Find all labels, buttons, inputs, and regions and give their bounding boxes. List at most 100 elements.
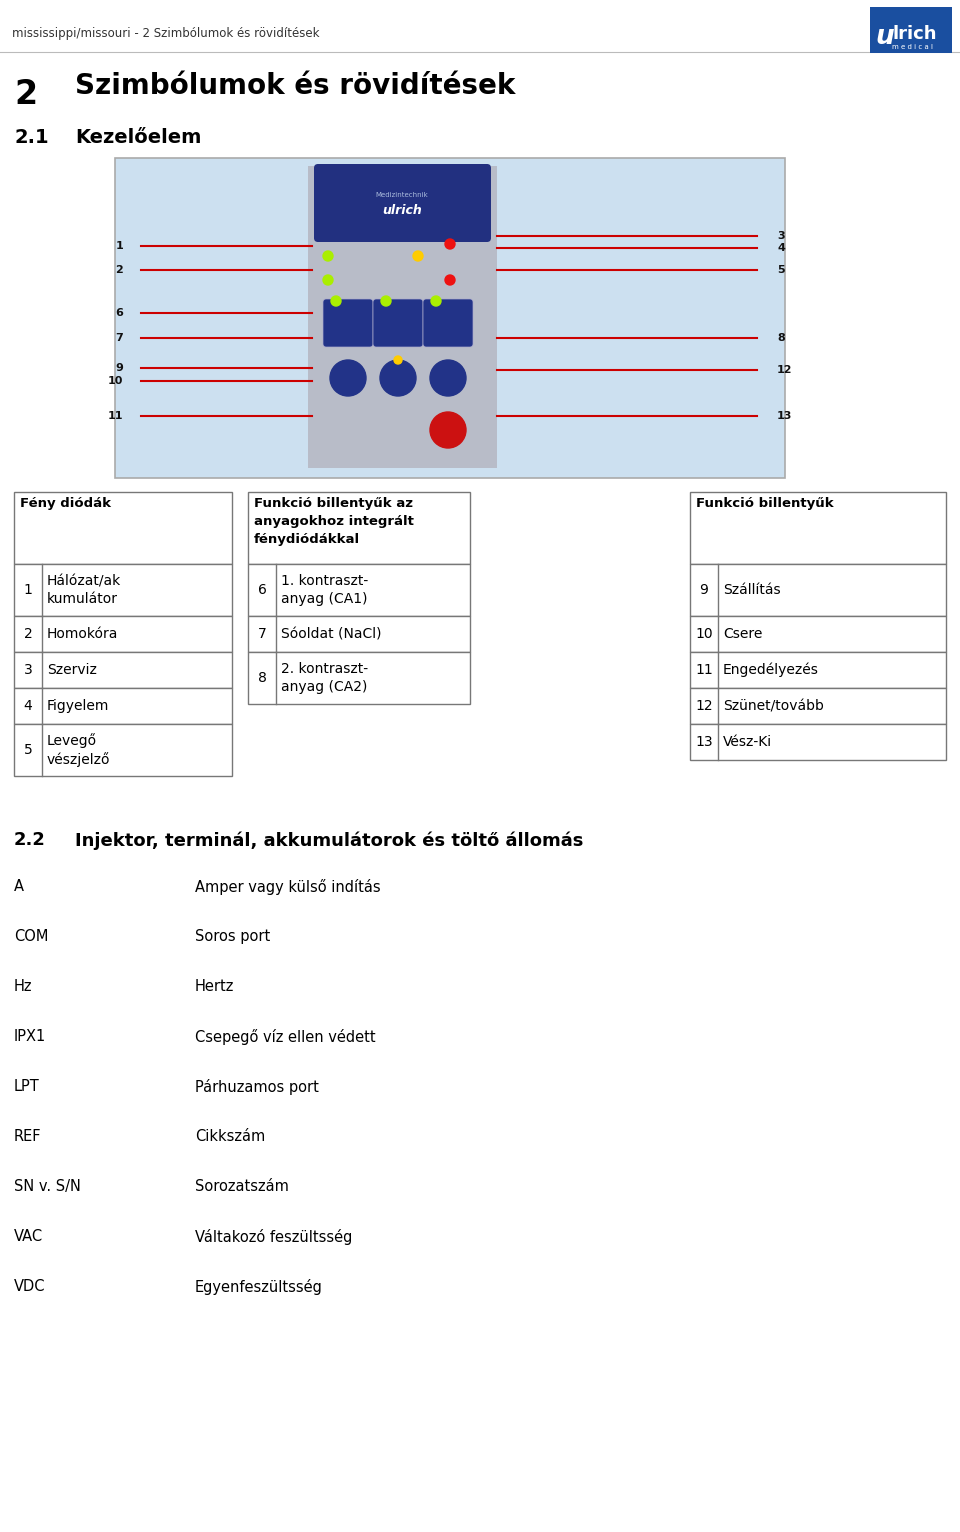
FancyBboxPatch shape bbox=[14, 725, 232, 777]
Circle shape bbox=[331, 296, 341, 306]
Text: 6: 6 bbox=[115, 308, 123, 319]
Text: Sóoldat (NaCl): Sóoldat (NaCl) bbox=[281, 627, 381, 640]
FancyBboxPatch shape bbox=[690, 564, 946, 616]
Text: Szerviz: Szerviz bbox=[47, 663, 97, 677]
Text: A: A bbox=[14, 879, 24, 895]
Text: 2: 2 bbox=[14, 78, 37, 110]
Text: 8: 8 bbox=[777, 332, 784, 343]
Text: 3: 3 bbox=[777, 231, 784, 241]
Text: Csere: Csere bbox=[723, 627, 762, 640]
Text: 11: 11 bbox=[108, 411, 123, 421]
Text: 7: 7 bbox=[257, 627, 266, 640]
FancyBboxPatch shape bbox=[690, 492, 946, 564]
FancyBboxPatch shape bbox=[423, 299, 473, 348]
Text: m e d i c a l: m e d i c a l bbox=[892, 44, 933, 51]
FancyBboxPatch shape bbox=[14, 492, 232, 564]
Text: Figyelem: Figyelem bbox=[47, 699, 109, 712]
Text: 2.2: 2.2 bbox=[14, 830, 46, 849]
FancyBboxPatch shape bbox=[690, 653, 946, 688]
Text: COM: COM bbox=[14, 928, 48, 944]
Text: SN v. S/N: SN v. S/N bbox=[14, 1180, 81, 1193]
Text: Cikkszám: Cikkszám bbox=[195, 1129, 265, 1144]
Text: Medizintechnik: Medizintechnik bbox=[375, 192, 428, 198]
Circle shape bbox=[323, 276, 333, 285]
Text: REF: REF bbox=[14, 1129, 41, 1144]
Text: 10: 10 bbox=[108, 375, 123, 386]
FancyBboxPatch shape bbox=[14, 653, 232, 688]
Text: Párhuzamos port: Párhuzamos port bbox=[195, 1079, 319, 1095]
Text: Funkció billentyűk: Funkció billentyűk bbox=[696, 496, 833, 510]
Circle shape bbox=[445, 239, 455, 250]
Text: Szünet/tovább: Szünet/tovább bbox=[723, 699, 824, 712]
Circle shape bbox=[413, 251, 423, 260]
FancyBboxPatch shape bbox=[14, 688, 232, 725]
Circle shape bbox=[430, 360, 466, 395]
Text: mississippi/missouri - 2 Szimbólumok és rövidítések: mississippi/missouri - 2 Szimbólumok és … bbox=[12, 26, 320, 40]
Text: 1. kontraszt-
anyag (CA1): 1. kontraszt- anyag (CA1) bbox=[281, 574, 369, 607]
Text: 8: 8 bbox=[257, 671, 267, 685]
Circle shape bbox=[431, 296, 441, 306]
Text: Engedélyezés: Engedélyezés bbox=[723, 663, 819, 677]
Text: 4: 4 bbox=[24, 699, 33, 712]
Text: 12: 12 bbox=[695, 699, 713, 712]
FancyBboxPatch shape bbox=[870, 8, 952, 54]
Circle shape bbox=[381, 296, 391, 306]
Text: 3: 3 bbox=[24, 663, 33, 677]
Text: Amper vagy külső indítás: Amper vagy külső indítás bbox=[195, 879, 380, 895]
Text: 6: 6 bbox=[257, 584, 267, 597]
FancyBboxPatch shape bbox=[373, 299, 423, 348]
Text: Sorozatszám: Sorozatszám bbox=[195, 1180, 289, 1193]
FancyBboxPatch shape bbox=[248, 492, 470, 564]
Text: Hz: Hz bbox=[14, 979, 33, 994]
Text: 5: 5 bbox=[777, 265, 784, 276]
Circle shape bbox=[445, 276, 455, 285]
Text: 2. kontraszt-
anyag (CA2): 2. kontraszt- anyag (CA2) bbox=[281, 662, 368, 694]
FancyBboxPatch shape bbox=[690, 688, 946, 725]
Text: VAC: VAC bbox=[14, 1229, 43, 1244]
Text: 11: 11 bbox=[695, 663, 713, 677]
Circle shape bbox=[394, 355, 402, 365]
Text: Funkció billentyűk az
anyagokhoz integrált
fénydiódákkal: Funkció billentyűk az anyagokhoz integrá… bbox=[254, 496, 414, 545]
Text: Homokóra: Homokóra bbox=[47, 627, 118, 640]
Text: 2: 2 bbox=[115, 265, 123, 276]
Text: Egyenfeszültsség: Egyenfeszültsség bbox=[195, 1279, 323, 1295]
Text: Kezelőelem: Kezelőelem bbox=[75, 129, 202, 147]
Circle shape bbox=[380, 360, 416, 395]
Text: 9: 9 bbox=[115, 363, 123, 372]
Text: Szimbólumok és rövidítések: Szimbólumok és rövidítések bbox=[75, 72, 516, 100]
Text: 1: 1 bbox=[115, 241, 123, 251]
Text: 9: 9 bbox=[700, 584, 708, 597]
Text: 13: 13 bbox=[695, 735, 713, 749]
Text: ulrich: ulrich bbox=[382, 204, 421, 218]
FancyBboxPatch shape bbox=[248, 616, 470, 653]
Text: VDC: VDC bbox=[14, 1279, 45, 1295]
Text: Váltakozó feszültsség: Váltakozó feszültsség bbox=[195, 1229, 352, 1246]
Text: Hertz: Hertz bbox=[195, 979, 234, 994]
Text: LPT: LPT bbox=[14, 1079, 39, 1094]
FancyBboxPatch shape bbox=[690, 725, 946, 760]
Text: 1: 1 bbox=[24, 584, 33, 597]
FancyBboxPatch shape bbox=[248, 653, 470, 705]
Text: Vész-Ki: Vész-Ki bbox=[723, 735, 772, 749]
Circle shape bbox=[323, 251, 333, 260]
FancyBboxPatch shape bbox=[323, 299, 373, 348]
Text: 13: 13 bbox=[777, 411, 792, 421]
FancyBboxPatch shape bbox=[314, 164, 491, 242]
Text: Fény diódák: Fény diódák bbox=[20, 496, 111, 510]
FancyBboxPatch shape bbox=[14, 564, 232, 616]
Text: IPX1: IPX1 bbox=[14, 1030, 46, 1043]
Text: 2: 2 bbox=[24, 627, 33, 640]
Text: 7: 7 bbox=[115, 332, 123, 343]
FancyBboxPatch shape bbox=[248, 564, 470, 616]
Text: 2.1: 2.1 bbox=[14, 129, 49, 147]
Text: Hálózat/ak
kumulátor: Hálózat/ak kumulátor bbox=[47, 574, 121, 607]
FancyBboxPatch shape bbox=[690, 616, 946, 653]
Text: 5: 5 bbox=[24, 743, 33, 757]
FancyBboxPatch shape bbox=[14, 616, 232, 653]
Text: lrich: lrich bbox=[892, 25, 937, 43]
Text: 4: 4 bbox=[777, 244, 785, 253]
FancyBboxPatch shape bbox=[115, 158, 785, 478]
FancyBboxPatch shape bbox=[308, 165, 497, 467]
Circle shape bbox=[430, 412, 466, 447]
Text: Csepegő víz ellen védett: Csepegő víz ellen védett bbox=[195, 1030, 375, 1045]
